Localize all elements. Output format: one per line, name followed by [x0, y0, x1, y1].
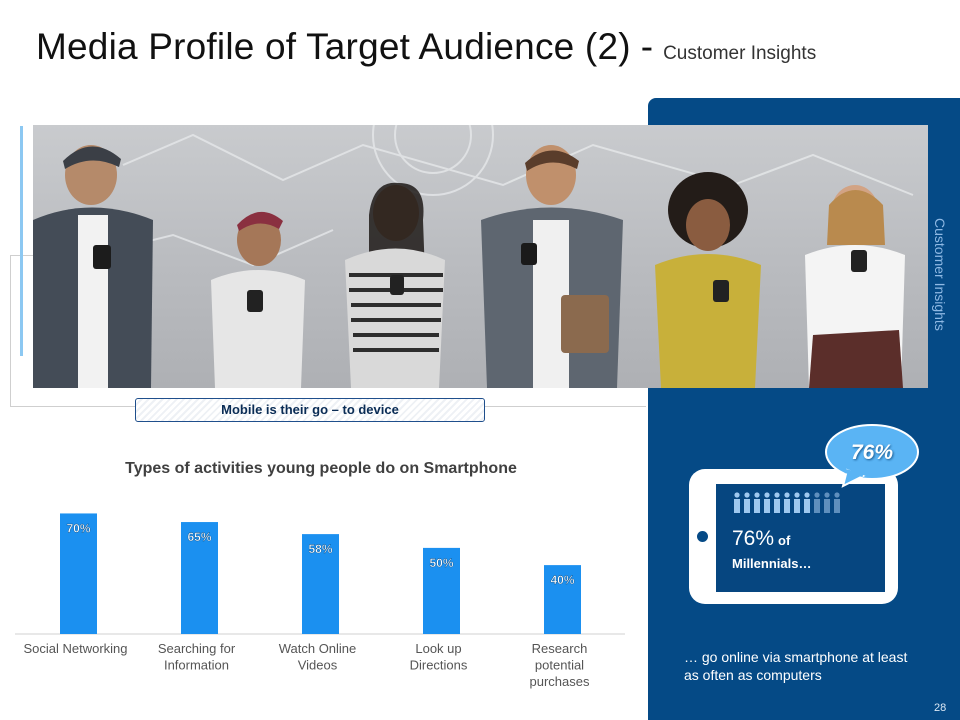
person-icon: [834, 492, 840, 513]
category-label-0: Social Networking: [23, 641, 127, 656]
big-stat-value: 76%: [732, 527, 775, 550]
person-6: [805, 185, 905, 388]
person-icon: [734, 492, 740, 513]
person-3: [345, 182, 445, 388]
bar-3: [423, 547, 460, 634]
person-icon: [804, 492, 810, 513]
title-separator: -: [640, 26, 654, 67]
person-icon: [794, 492, 800, 513]
stat-subject: Millennials…: [732, 556, 812, 571]
person-icon: [814, 492, 820, 513]
bar-label-2: 58%: [308, 542, 332, 556]
category-label-4: Research potential purchases: [530, 641, 590, 689]
person-2: [211, 211, 305, 388]
activities-bar-chart: 70% Social Networking 65% Searching for Info…: [15, 513, 625, 689]
speech-bubble-icon: [825, 424, 919, 488]
person-5: [655, 172, 761, 388]
bar-label-4: 40%: [550, 573, 574, 587]
bar-label-0: 70%: [66, 521, 90, 535]
category-label-3: Look up Directions: [410, 641, 468, 673]
photo-caption: Mobile is their go – to device: [135, 398, 485, 422]
bar-4: [544, 565, 581, 634]
bar-0: [60, 513, 97, 634]
category-label-1: Searching for Information: [158, 641, 236, 673]
bubble-stat: 76%: [850, 441, 894, 464]
people-icons: [734, 492, 840, 513]
person-icon: [784, 492, 790, 513]
side-label: Customer Insights: [932, 218, 948, 331]
bar-2: [302, 534, 339, 634]
bar-1: [181, 522, 218, 634]
page-number: 28: [934, 702, 947, 714]
title-subtitle: Customer Insights: [663, 43, 817, 64]
page-title: Media Profile of Target Audience (2) - Cus…: [36, 26, 816, 68]
big-stat: 76% of: [732, 527, 790, 551]
big-stat-of: of: [778, 533, 791, 548]
hero-photo: [33, 125, 928, 388]
person-icon: [824, 492, 830, 513]
bar-label-1: 65%: [187, 530, 211, 544]
bar-label-3: 50%: [429, 556, 453, 570]
stat-description: … go online via smartphone at least as o…: [684, 649, 908, 683]
person-icon: [764, 492, 770, 513]
person-icon: [754, 492, 760, 513]
accent-line: [20, 126, 23, 356]
people-with-phones-illustration: [33, 125, 914, 388]
chart-title: Types of activities young people do on S…: [125, 460, 517, 477]
tablet-home-button: [697, 531, 708, 542]
category-label-2: Watch Online Videos: [279, 641, 357, 673]
person-icon: [744, 492, 750, 513]
person-4: [481, 145, 623, 388]
title-main: Media Profile of Target Audience (2): [36, 26, 631, 67]
person-1: [33, 145, 153, 388]
person-icon: [774, 492, 780, 513]
